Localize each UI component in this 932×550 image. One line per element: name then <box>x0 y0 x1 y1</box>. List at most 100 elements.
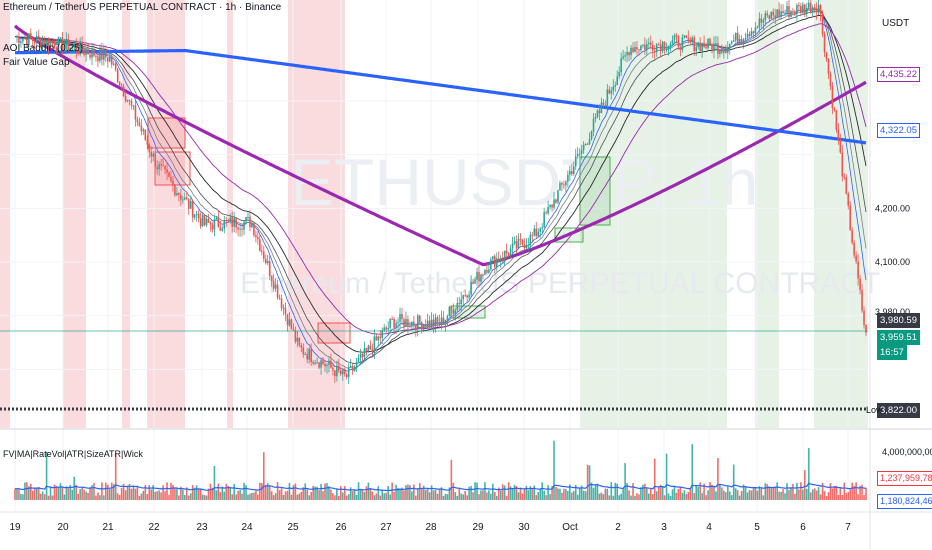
candle-body <box>519 238 522 240</box>
candle-body <box>752 31 755 34</box>
candle-body <box>237 227 239 230</box>
candle-body <box>407 319 409 327</box>
legend-volume-indicator[interactable]: FV|MA|RateVol|ATR|SizeATR|Wick <box>3 449 143 459</box>
candle-body <box>373 336 376 353</box>
candle-body <box>39 38 42 48</box>
candle-body <box>328 360 330 365</box>
candle-body <box>772 11 774 16</box>
candle-body <box>803 4 806 14</box>
legend-symbol-title[interactable]: Ethereum / TetherUS PERPETUAL CONTRACT ·… <box>3 2 282 13</box>
candle-body <box>413 321 415 325</box>
candle-body <box>87 50 89 55</box>
candle-body <box>576 153 579 157</box>
candle-body <box>428 320 431 328</box>
volume-bar <box>452 482 455 500</box>
volume-bar <box>837 494 840 500</box>
candle-body <box>713 43 715 52</box>
candle-body <box>31 37 34 41</box>
candle-body <box>103 50 105 60</box>
candle-body <box>527 244 530 246</box>
time-tick-label: 30 <box>518 522 530 533</box>
candle-body <box>811 7 814 13</box>
legend-indicator-fvg[interactable]: Fair Value Gap <box>3 57 70 68</box>
candle-body <box>681 37 684 50</box>
candle-body <box>69 48 72 52</box>
volume-bar <box>401 487 403 500</box>
candle-body <box>705 46 707 49</box>
volume-bar <box>673 485 676 500</box>
volume-bar <box>320 483 322 500</box>
candle-body <box>205 218 208 226</box>
volume-bar <box>330 489 332 500</box>
candle-body <box>829 73 832 87</box>
candle-body <box>614 85 617 87</box>
volume-bar <box>622 488 624 500</box>
candle-body <box>341 369 344 375</box>
time-tick-label: 19 <box>9 522 21 533</box>
legend-indicator-aoi[interactable]: AOI Baddin (0.25) <box>3 43 84 54</box>
volume-bar <box>51 495 54 500</box>
candle-body <box>197 213 200 219</box>
volume-bar <box>201 494 204 500</box>
volume-bar <box>600 492 603 500</box>
volume-bar <box>87 492 89 500</box>
volume-bar <box>460 493 463 500</box>
candle-body <box>665 49 668 51</box>
candle-body <box>420 322 423 330</box>
candle-body <box>503 250 506 260</box>
volume-bar <box>288 482 291 500</box>
candle-body <box>199 218 202 227</box>
candle-body <box>622 56 624 59</box>
volume-bar <box>464 490 466 500</box>
candle-body <box>486 269 488 273</box>
volume-bar <box>174 487 176 500</box>
volume-bar <box>359 488 362 500</box>
candle-body <box>661 41 664 52</box>
low-label: Low <box>866 405 883 415</box>
currency-label[interactable]: USDT <box>882 18 910 29</box>
candle-body <box>170 176 172 181</box>
candle-body <box>359 353 362 359</box>
candle-body <box>559 182 561 191</box>
time-axis-ticks[interactable]: 19 20 21 22 23 24 25 26 27 28 29 30 Oct 2 3 4 5 6 7 <box>9 522 851 533</box>
candle-body <box>616 76 619 86</box>
candle-body <box>770 11 773 19</box>
candle-body <box>715 43 717 45</box>
candle-body <box>249 216 251 228</box>
candle-body <box>476 272 478 280</box>
candle-body <box>233 217 235 227</box>
volume-bar <box>519 487 522 500</box>
candle-body <box>430 319 433 328</box>
candle-body <box>369 345 372 350</box>
candle-body <box>41 41 44 48</box>
candle-body <box>266 260 269 264</box>
volume-bar <box>531 488 534 500</box>
volume-bar <box>286 490 289 500</box>
candle-body <box>375 336 378 341</box>
price-axis-ticks[interactable]: 4,200.00 4,100.00 3,980.00 <box>875 203 910 317</box>
volume-bar <box>257 494 259 500</box>
volume-bar <box>488 490 490 500</box>
volume-bar <box>734 488 737 500</box>
volume-bar <box>57 487 60 500</box>
candle-body <box>626 52 628 56</box>
volume-bar <box>462 494 465 500</box>
volume-bar <box>338 495 340 500</box>
candle-body <box>646 44 648 50</box>
volume-bar <box>343 486 346 500</box>
fair-value-gap-box <box>317 322 351 344</box>
volume-bar <box>203 494 206 500</box>
candle-body <box>861 289 863 311</box>
candle-body <box>786 6 788 13</box>
volume-bar <box>517 492 520 500</box>
volume-bar <box>685 494 688 500</box>
volume-bar <box>655 491 658 500</box>
candle-body <box>744 38 747 40</box>
volume-bar <box>835 485 838 500</box>
volume-bar <box>124 490 127 500</box>
candle-body <box>136 119 139 123</box>
volume-bar <box>93 483 95 500</box>
volume-bar <box>418 483 421 500</box>
volume-bar <box>468 486 470 500</box>
